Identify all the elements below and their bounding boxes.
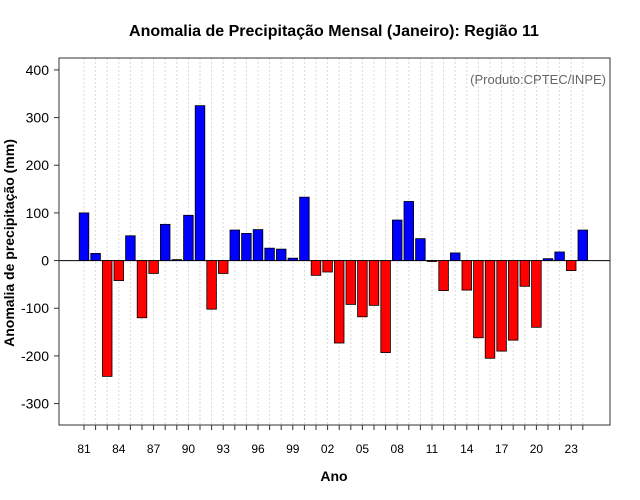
y-tick-label: 200 bbox=[26, 157, 50, 173]
bar-2019 bbox=[519, 260, 531, 287]
bar-1988 bbox=[159, 223, 171, 261]
bar-2006 bbox=[368, 260, 380, 306]
x-tick-label: 08 bbox=[391, 442, 405, 456]
bar-2008 bbox=[391, 219, 403, 261]
y-tick-label: -300 bbox=[21, 396, 49, 412]
y-axis-label: Anomalia de precipitação (mm) bbox=[1, 139, 17, 347]
bar-1981 bbox=[78, 212, 90, 261]
bar-1996 bbox=[252, 229, 264, 261]
bar-1987 bbox=[148, 260, 159, 274]
bar-2014 bbox=[461, 260, 473, 291]
x-tick-label: 96 bbox=[251, 442, 265, 456]
bar-2007 bbox=[380, 260, 391, 353]
bar-2009 bbox=[403, 201, 415, 261]
x-tick-label: 87 bbox=[147, 442, 161, 456]
bar-1992 bbox=[206, 260, 217, 310]
chart-title: Anomalia de Precipitação Mensal (Janeiro… bbox=[129, 23, 539, 40]
bar-1991 bbox=[194, 105, 206, 261]
bar-1997 bbox=[264, 247, 275, 261]
bar-1995 bbox=[241, 232, 252, 261]
bars bbox=[78, 105, 589, 377]
y-tick-label: 300 bbox=[26, 110, 50, 126]
bar-2020 bbox=[531, 260, 542, 328]
bar-2000 bbox=[299, 196, 310, 261]
y-tick-label: -200 bbox=[21, 348, 49, 364]
bar-2011 bbox=[426, 260, 438, 262]
bar-2002 bbox=[322, 260, 333, 273]
y-tick-label: 100 bbox=[26, 205, 50, 221]
y-tick-label: -100 bbox=[21, 300, 49, 316]
plot-frame bbox=[58, 57, 611, 426]
bar-1985 bbox=[125, 235, 136, 261]
bar-2016 bbox=[484, 260, 496, 359]
bar-1983 bbox=[102, 260, 113, 377]
bar-2013 bbox=[449, 252, 461, 261]
x-axis-label: Ano bbox=[320, 468, 347, 484]
bar-1986 bbox=[136, 260, 148, 319]
x-tick-label: 99 bbox=[286, 442, 300, 456]
x-tick-label: 14 bbox=[460, 442, 474, 456]
bar-2005 bbox=[357, 260, 368, 318]
bar-1982 bbox=[90, 253, 101, 261]
y-tick-label: 0 bbox=[41, 253, 49, 269]
bar-2015 bbox=[473, 260, 484, 339]
x-axis: 81 84 87 90 93 96 99 02 05 08 11 14 17 20 23 bbox=[77, 425, 584, 456]
annotation-text: (Produto:CPTEC/INPE) bbox=[470, 72, 606, 87]
bar-2010 bbox=[415, 238, 426, 261]
x-tick-label: 20 bbox=[530, 442, 544, 456]
y-axis: -300 -200 -100 0 100 200 300 400 bbox=[21, 62, 59, 412]
x-tick-label: 17 bbox=[495, 442, 509, 456]
x-tick-label: 23 bbox=[565, 442, 579, 456]
x-tick-label: 93 bbox=[217, 442, 231, 456]
bar-1998 bbox=[275, 248, 287, 261]
bar-2021 bbox=[542, 258, 554, 261]
bar-1993 bbox=[217, 260, 229, 274]
bar-2017 bbox=[496, 260, 507, 352]
grid bbox=[83, 58, 584, 425]
bar-2012 bbox=[438, 260, 449, 291]
x-tick-label: 02 bbox=[321, 442, 335, 456]
x-tick-label: 05 bbox=[356, 442, 370, 456]
x-tick-label: 81 bbox=[77, 442, 91, 456]
x-tick-label: 84 bbox=[112, 442, 126, 456]
bar-1994 bbox=[229, 229, 241, 261]
bar-1989 bbox=[171, 259, 183, 261]
y-tick-label: 400 bbox=[26, 62, 50, 78]
bar-2023 bbox=[566, 260, 577, 271]
bar-1999 bbox=[287, 257, 299, 261]
bar-1990 bbox=[183, 214, 194, 261]
x-tick-label: 90 bbox=[182, 442, 196, 456]
bar-2004 bbox=[345, 260, 357, 305]
bar-2022 bbox=[554, 251, 565, 261]
bar-2018 bbox=[507, 260, 519, 341]
bar-1984 bbox=[113, 260, 125, 281]
bar-2024 bbox=[577, 229, 589, 261]
bar-2003 bbox=[333, 260, 345, 344]
bar-2001 bbox=[310, 260, 322, 276]
x-tick-label: 11 bbox=[426, 442, 439, 456]
